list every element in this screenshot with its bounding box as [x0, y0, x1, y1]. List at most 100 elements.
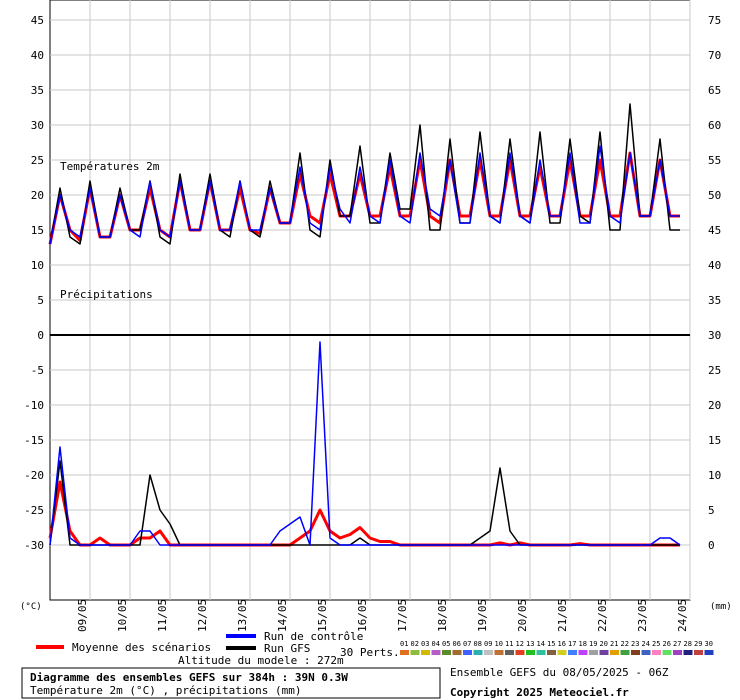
pert-swatch [442, 650, 451, 655]
left-tick-label: 5 [37, 294, 44, 307]
legend-gfs-label: Run GFS [264, 642, 310, 655]
perts-label: 30 Perts. [340, 646, 400, 659]
x-tick-label: 17/05 [396, 599, 409, 632]
temperature-run-de-contr-le-line [49, 145, 680, 245]
pert-number: 16 [558, 640, 566, 648]
pert-number: 28 [684, 640, 692, 648]
x-tick-label: 24/05 [676, 599, 689, 632]
legend: Moyenne des scénarios Run de contrôle Ru… [36, 630, 714, 667]
left-tick-label: 0 [37, 329, 44, 342]
x-tick-label: 16/05 [356, 599, 369, 632]
pert-swatch [610, 650, 619, 655]
x-tick-label: 23/05 [636, 599, 649, 632]
left-tick-label: 45 [31, 14, 44, 27]
right-tick-label: 5 [708, 504, 715, 517]
pert-swatch [484, 650, 493, 655]
pert-swatch [463, 650, 472, 655]
x-tick-label: 21/05 [556, 599, 569, 632]
pert-number: 06 [453, 640, 461, 648]
temperature-lines [48, 103, 680, 245]
pert-swatch [557, 650, 567, 655]
x-tick-label: 22/05 [596, 599, 609, 632]
pert-swatch [410, 650, 420, 655]
pert-swatch [400, 650, 409, 655]
pert-number: 09 [484, 640, 492, 648]
pert-swatch [547, 650, 556, 655]
right-tick-label: 15 [708, 434, 721, 447]
right-tick-label: 20 [708, 399, 721, 412]
precipitation-lines [48, 341, 681, 547]
x-tick-label: 15/05 [316, 599, 329, 632]
pert-swatch [673, 650, 682, 655]
pert-number: 25 [652, 640, 660, 648]
legend-control-label: Run de contrôle [264, 630, 363, 643]
left-tick-label: -20 [24, 469, 44, 482]
pert-number: 20 [600, 640, 608, 648]
pert-number: 01 [400, 640, 408, 648]
left-tick-label: -10 [24, 399, 44, 412]
pert-swatch [421, 650, 430, 655]
pert-number: 19 [589, 640, 597, 648]
pert-number: 24 [642, 640, 650, 648]
pert-swatch [526, 650, 535, 655]
left-tick-label: 15 [31, 224, 44, 237]
left-tick-label: -5 [31, 364, 44, 377]
pert-number: 05 [442, 640, 450, 648]
x-tick-label: 09/05 [76, 599, 89, 632]
pert-swatch [704, 650, 714, 655]
right-tick-label: 45 [708, 224, 721, 237]
pert-number: 14 [537, 640, 545, 648]
right-tick-label: 50 [708, 189, 721, 202]
pert-number: 02 [411, 640, 419, 648]
pert-number: 18 [579, 640, 587, 648]
pert-number: 11 [505, 640, 513, 648]
precipitation-panel-label: Précipitations [60, 288, 153, 301]
x-tick-label: 14/05 [276, 599, 289, 632]
left-tick-label: 30 [31, 119, 44, 132]
x-tick-label: 19/05 [476, 599, 489, 632]
left-tick-label: 40 [31, 49, 44, 62]
pert-swatch [599, 650, 609, 655]
footer-box [21, 667, 441, 699]
x-tick-label: 11/05 [156, 599, 169, 632]
right-axis-unit: (mm) [710, 602, 732, 612]
pert-number: 26 [663, 640, 671, 648]
left-axis-unit: (°C) [20, 602, 42, 612]
right-tick-label: 25 [708, 364, 721, 377]
left-tick-label: 20 [31, 189, 44, 202]
pert-number: 08 [474, 640, 482, 648]
footer-title: Diagramme des ensembles GEFS sur 384h : … [30, 671, 348, 684]
grid [49, 0, 691, 601]
pert-swatch [515, 650, 525, 655]
pert-swatch [505, 650, 514, 655]
pert-number: 03 [421, 640, 429, 648]
pert-swatch [473, 650, 483, 655]
x-tick-label: 20/05 [516, 599, 529, 632]
right-tick-label: 75 [708, 14, 721, 27]
pert-number: 23 [631, 640, 639, 648]
pert-number: 10 [495, 640, 503, 648]
pert-swatch [620, 650, 630, 655]
pert-number: 12 [516, 640, 524, 648]
pert-swatch [694, 650, 703, 655]
right-tick-label: 60 [708, 119, 721, 132]
right-tick-label: 0 [708, 539, 715, 552]
x-tick-label: 18/05 [436, 599, 449, 632]
left-tick-label: 25 [31, 154, 44, 167]
right-tick-label: 40 [708, 259, 721, 272]
pert-swatch [662, 650, 672, 655]
pert-number: 29 [694, 640, 702, 648]
left-tick-label: 35 [31, 84, 44, 97]
pert-number: 27 [673, 640, 681, 648]
pert-swatch [494, 650, 504, 655]
x-tick-label: 10/05 [116, 599, 129, 632]
pert-number: 04 [432, 640, 440, 648]
pert-swatch [589, 650, 598, 655]
pert-number: 21 [610, 640, 618, 648]
left-tick-label: -30 [24, 539, 44, 552]
pert-swatch [683, 650, 693, 655]
left-tick-label: 10 [31, 259, 44, 272]
run-info: Ensemble GEFS du 08/05/2025 - 06Z [450, 666, 669, 679]
